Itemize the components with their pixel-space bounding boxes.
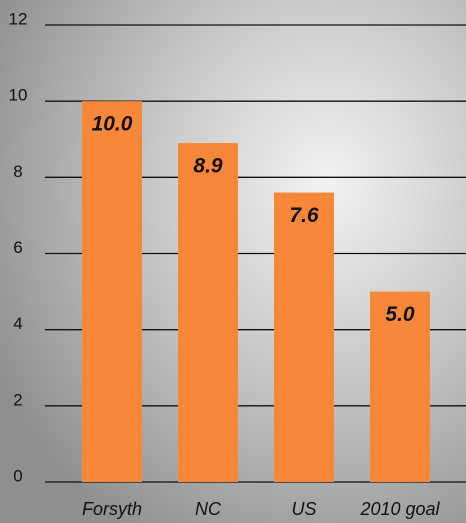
bar: [274, 192, 334, 483]
y-tick-label: 6: [13, 238, 22, 257]
bar: [178, 143, 238, 482]
y-tick-label: 4: [13, 314, 22, 333]
y-tick-label: 8: [13, 162, 22, 181]
x-tick-label: 2010 goal: [359, 499, 440, 519]
value-label: 8.9: [193, 155, 223, 178]
value-label: 7.6: [289, 204, 319, 227]
y-tick-label: 12: [9, 9, 28, 28]
value-label: 10.0: [92, 113, 133, 136]
x-tick-label: NC: [195, 499, 222, 519]
y-tick-label: 2: [13, 390, 22, 409]
bar: [370, 291, 430, 482]
bar: [82, 101, 142, 483]
x-tick-label: Forsyth: [82, 499, 142, 519]
y-tick-label: 10: [9, 86, 28, 105]
y-tick-label: 0: [13, 466, 22, 485]
x-tick-label: US: [291, 499, 316, 519]
value-label: 5.0: [385, 303, 415, 326]
